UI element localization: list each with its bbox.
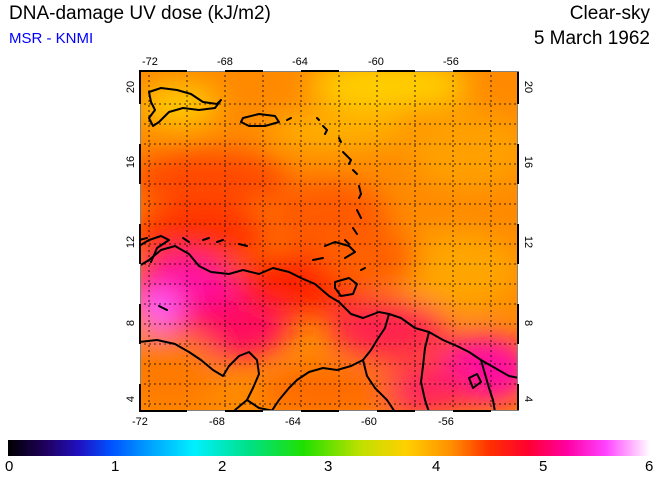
colorbar-label: 4 — [432, 458, 441, 475]
coastlines — [139, 87, 519, 412]
colorbar-label: 1 — [111, 458, 120, 475]
colorbar-label: 5 — [539, 458, 548, 475]
lat-tick-right: 8 — [522, 319, 535, 327]
lat-tick-right: 12 — [522, 235, 535, 249]
lon-tick-bottom: -60 — [361, 416, 377, 428]
lon-tick-top: -60 — [368, 56, 384, 68]
colorbar-label: 6 — [645, 458, 654, 475]
lat-tick-left: 16 — [125, 155, 138, 169]
sky-condition: Clear-sky — [569, 3, 650, 24]
lon-tick-top: -68 — [217, 56, 233, 68]
colorbar-label: 3 — [324, 458, 333, 475]
lon-tick-bottom: -72 — [132, 416, 148, 428]
map-title: DNA-damage UV dose (kJ/m2) — [9, 3, 271, 24]
colorbar-label: 2 — [218, 458, 227, 475]
colorbar — [8, 440, 650, 456]
lon-tick-bottom: -56 — [438, 416, 454, 428]
lat-tick-left: 12 — [125, 235, 138, 249]
map-source: MSR - KNMI — [9, 30, 94, 47]
lat-tick-right: 20 — [522, 80, 535, 94]
lat-tick-left: 4 — [125, 395, 138, 403]
lon-tick-top: -56 — [443, 56, 459, 68]
lon-tick-bottom: -64 — [285, 416, 301, 428]
lat-tick-right: 16 — [522, 155, 535, 169]
lat-tick-left: 20 — [125, 80, 138, 94]
lat-tick-left: 8 — [125, 319, 138, 327]
lat-tick-right: 4 — [522, 395, 535, 403]
lon-tick-top: -64 — [292, 56, 308, 68]
lon-tick-bottom: -68 — [209, 416, 225, 428]
uv-dose-map — [139, 70, 519, 412]
colorbar-label: 0 — [5, 458, 14, 475]
map-date: 5 March 1962 — [533, 28, 650, 49]
field-variations — [139, 70, 519, 412]
lon-tick-top: -72 — [142, 56, 158, 68]
